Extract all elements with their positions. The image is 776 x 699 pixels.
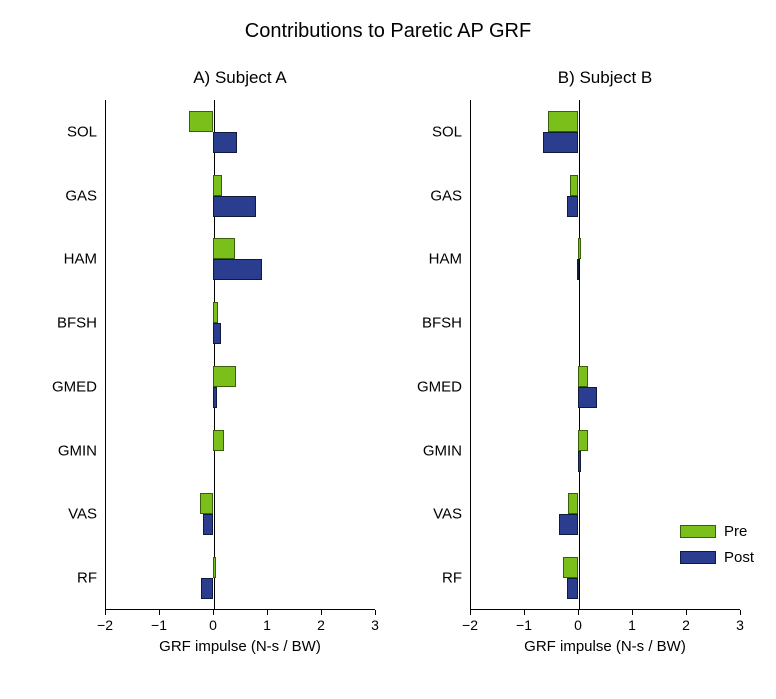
bar-pre	[548, 111, 578, 132]
y-tick-label: BFSH	[37, 315, 97, 332]
bar-post	[578, 451, 581, 472]
bar-pre	[213, 366, 236, 387]
bar-post	[567, 196, 578, 217]
x-tick-label: −2	[462, 617, 478, 633]
x-tick-label: 2	[682, 617, 690, 633]
bar-pre	[213, 175, 222, 196]
x-tick-mark	[524, 610, 525, 615]
bar-pre	[213, 430, 224, 451]
x-axis-label: GRF impulse (N-s / BW)	[105, 638, 375, 655]
x-tick-label: 3	[371, 617, 379, 633]
bar-pre	[578, 366, 588, 387]
y-tick-label: VAS	[402, 506, 462, 523]
x-tick-mark	[375, 610, 376, 615]
plot-area	[105, 100, 375, 610]
x-tick-mark	[267, 610, 268, 615]
bar-pre	[563, 557, 578, 578]
x-tick-label: −2	[97, 617, 113, 633]
bar-post	[577, 259, 579, 280]
bar-post	[567, 578, 578, 599]
y-tick-label: SOL	[402, 123, 462, 140]
bar-post	[203, 514, 213, 535]
y-tick-label: VAS	[37, 506, 97, 523]
bar-pre	[200, 493, 214, 514]
bar-pre	[568, 493, 578, 514]
x-tick-mark	[578, 610, 579, 615]
x-tick-mark	[470, 610, 471, 615]
bar-post	[213, 132, 237, 153]
x-tick-mark	[105, 610, 106, 615]
y-tick-label: GMED	[37, 378, 97, 395]
zero-line	[579, 100, 580, 609]
y-tick-label: HAM	[402, 251, 462, 268]
figure: Contributions to Paretic AP GRF PrePost …	[0, 0, 776, 699]
y-tick-label: GMIN	[37, 442, 97, 459]
bar-post	[201, 578, 213, 599]
y-tick-label: RF	[402, 570, 462, 587]
bar-pre	[189, 111, 213, 132]
bar-pre	[213, 557, 216, 578]
bar-pre	[578, 238, 581, 259]
bar-post	[559, 514, 578, 535]
x-tick-mark	[686, 610, 687, 615]
x-tick-label: 2	[317, 617, 325, 633]
bar-pre	[213, 302, 218, 323]
plot-area	[470, 100, 740, 610]
x-tick-label: −1	[151, 617, 167, 633]
bar-post	[213, 387, 217, 408]
bar-post	[213, 196, 256, 217]
y-tick-label: SOL	[37, 123, 97, 140]
y-tick-label: HAM	[37, 251, 97, 268]
x-tick-mark	[321, 610, 322, 615]
x-tick-mark	[213, 610, 214, 615]
subplot-title: B) Subject B	[470, 68, 740, 88]
y-tick-label: GAS	[37, 187, 97, 204]
x-tick-mark	[740, 610, 741, 615]
subplot-title: A) Subject A	[105, 68, 375, 88]
x-tick-label: 0	[209, 617, 217, 633]
x-tick-label: 1	[263, 617, 271, 633]
y-tick-label: GMIN	[402, 442, 462, 459]
y-tick-label: RF	[37, 570, 97, 587]
y-tick-label: GAS	[402, 187, 462, 204]
x-tick-mark	[159, 610, 160, 615]
bar-post	[578, 387, 597, 408]
x-tick-label: −1	[516, 617, 532, 633]
y-tick-label: GMED	[402, 378, 462, 395]
bar-post	[213, 323, 221, 344]
bar-post	[213, 259, 262, 280]
bar-pre	[578, 430, 588, 451]
bar-pre	[213, 238, 235, 259]
bar-pre	[570, 175, 578, 196]
figure-title: Contributions to Paretic AP GRF	[0, 20, 776, 43]
y-tick-label: BFSH	[402, 315, 462, 332]
x-tick-mark	[632, 610, 633, 615]
x-tick-label: 0	[574, 617, 582, 633]
x-tick-label: 1	[628, 617, 636, 633]
x-axis-label: GRF impulse (N-s / BW)	[470, 638, 740, 655]
bar-post	[543, 132, 578, 153]
x-tick-label: 3	[736, 617, 744, 633]
